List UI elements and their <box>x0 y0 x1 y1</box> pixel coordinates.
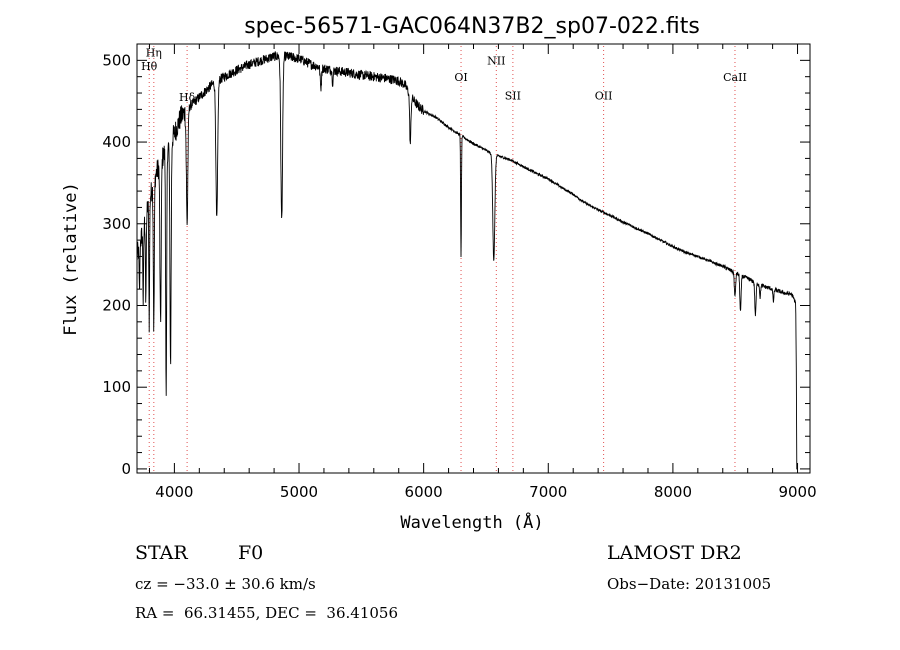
y-axis-label: Flux (relative) <box>61 182 81 336</box>
line-marker-label: Hθ <box>141 60 158 73</box>
line-marker-label: CaII <box>723 71 747 84</box>
survey-name: LAMOST DR2 <box>607 542 742 564</box>
x-tick-label: 7000 <box>529 483 567 501</box>
x-axis-label: Wavelength (Å) <box>400 511 543 533</box>
object-type: STAR <box>135 542 188 564</box>
line-marker-label: OI <box>454 71 467 84</box>
y-tick-label: 0 <box>121 460 131 478</box>
sky-coordinates: RA = 66.31455, DEC = 36.41056 <box>135 604 399 622</box>
spectral-subclass: F0 <box>238 542 264 564</box>
y-tick-label: 300 <box>102 215 131 233</box>
line-marker-label: OII <box>595 90 613 103</box>
redshift-velocity: cz = −33.0 ± 30.6 km/s <box>135 575 316 593</box>
y-tick-label: 500 <box>102 51 131 69</box>
y-tick-label: 400 <box>102 133 131 151</box>
observation-date: Obs−Date: 20131005 <box>607 575 772 593</box>
axis-ticks: 4000 5000 6000 7000 8000 9000 0 100 200 300 400 500 <box>102 44 817 501</box>
x-tick-label: 8000 <box>654 483 692 501</box>
line-marker-label: Hη <box>146 46 162 59</box>
x-tick-label: 4000 <box>155 483 193 501</box>
y-tick-label: 100 <box>102 378 131 396</box>
x-tick-label: 9000 <box>778 483 816 501</box>
y-tick-label: 200 <box>102 296 131 314</box>
chart-title: spec-56571-GAC064N37B2_sp07-022.fits <box>244 14 700 39</box>
line-marker-label: SII <box>505 90 521 103</box>
x-tick-label: 5000 <box>280 483 318 501</box>
x-tick-label: 6000 <box>405 483 443 501</box>
spectrum-line <box>136 51 798 470</box>
line-marker-label: NII <box>487 54 505 67</box>
line-marker-label: Hδ <box>179 91 196 104</box>
plot-frame <box>136 43 811 474</box>
